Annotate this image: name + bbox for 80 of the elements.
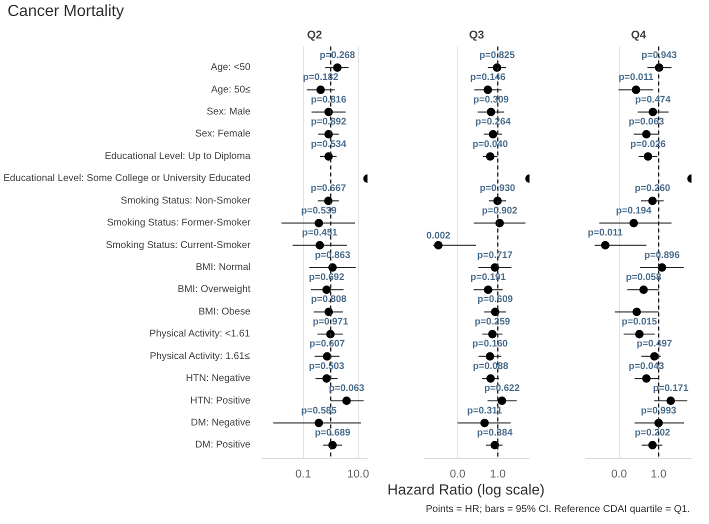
annotation: p=0.667 — [310, 183, 346, 194]
y-tick-label: HTN: Negative — [186, 373, 252, 384]
annotation: p=0.063 — [328, 383, 364, 394]
chart-subtitle: Q2 — [306, 30, 322, 42]
y-tick-label: Physical Activity: 1.61≤ — [150, 350, 251, 362]
y-tick-label: Smoking Status: Current-Smoker — [106, 240, 252, 251]
x-tick-label: 0.0 — [611, 468, 627, 480]
annotation: p=0.497 — [636, 338, 672, 350]
annotation: p=0.622 — [484, 383, 520, 394]
y-tick-label: Educational Level: Up to Diploma — [104, 150, 252, 162]
annotation: p=0.585 — [301, 405, 338, 416]
x-tick-label: 0.0 — [450, 468, 466, 480]
annotation: p=0.930 — [480, 183, 516, 194]
annotation: p=0.011 — [618, 72, 654, 84]
annotation: p=0.191 — [470, 272, 507, 284]
y-tick-label: HTN: Positive — [190, 395, 252, 406]
annotation: p=0.011 — [588, 228, 624, 239]
x-tick-label: 1.0 — [650, 468, 667, 480]
annotation: p=0.943 — [641, 50, 677, 61]
annotation: p=0.689 — [314, 428, 350, 439]
annotation: p=0.717 — [477, 250, 513, 261]
annotation: p=0.268 — [320, 50, 356, 61]
annotation: p=0.259 — [474, 316, 510, 328]
y-tick-label: Age: <50 — [210, 62, 252, 74]
annotation: p=0.088 — [472, 360, 510, 372]
annotation: p=0.971 — [312, 316, 349, 328]
annotation: p=0.503 — [308, 360, 344, 372]
y-tick-label: DM: Positive — [195, 440, 252, 451]
y-tick-label: BMI: Normal — [196, 262, 250, 273]
y-tick-label: BMI: Obese — [198, 306, 252, 318]
y-tick-label: Educational Level: Some College or University Educated — [3, 173, 251, 184]
annotation: p=0.171 — [653, 383, 690, 394]
x-tick-label: 1.0 — [490, 468, 506, 480]
y-tick-label: BMI: Overweight — [178, 284, 251, 296]
annotation: p=0.902 — [482, 205, 518, 216]
annotation: p=0.863 — [314, 250, 350, 261]
annotation: p=0.534 — [310, 138, 348, 150]
annotation: 0.002 — [426, 230, 450, 242]
annotation: p=0.058 — [626, 272, 662, 284]
y-tick-label: Sex: Male — [206, 106, 252, 118]
y-tick-label: Physical Activity: <1.61 — [149, 328, 250, 340]
x-tick-label: 10.0 — [347, 468, 370, 480]
y-tick-label: Sex: Female — [195, 128, 252, 140]
annotation: p=0.194 — [616, 205, 652, 216]
annotation: p=0.260 — [634, 183, 670, 194]
annotation: p=0.146 — [470, 72, 506, 84]
annotation: p=0.539 — [301, 205, 337, 216]
annotation: p=0.892 — [310, 116, 346, 128]
annotation: p=0.160 — [472, 338, 508, 350]
annotation: p=0.063 — [628, 116, 664, 128]
y-tick-label: Smoking Status: Non-Smoker — [120, 195, 252, 206]
x-axis-title: Hazard Ratio (log scale) — [387, 482, 545, 498]
annotation: p=0.043 — [628, 360, 664, 372]
text: Points = HR; bars = 95% CI. Reference CDAI quartile = Q1. — [426, 504, 690, 515]
annotation: p=0.309 — [473, 94, 509, 106]
x-tick-label: 0.1 — [295, 468, 312, 480]
annotation: p=0.816 — [310, 94, 346, 106]
y-tick-label: DM: Negative — [190, 417, 252, 428]
annotation: p=0.182 — [302, 72, 338, 84]
annotation: p=0.692 — [308, 272, 344, 284]
text: Cancer Mortality — [8, 3, 124, 20]
annotation: p=0.451 — [302, 228, 338, 239]
annotation: p=0.384 — [477, 428, 514, 439]
annotation: p=0.896 — [644, 250, 680, 261]
annotation: p=0.311 — [467, 405, 503, 416]
annotation: p=0.202 — [634, 428, 670, 439]
annotation: p=0.609 — [477, 294, 513, 306]
annotation: p=0.040 — [472, 138, 508, 150]
chart-subtitle: Q4 — [630, 30, 647, 42]
annotation: p=0.264 — [475, 116, 512, 128]
annotation: p=0.026 — [630, 138, 666, 150]
y-tick-label: Age: 50≤ — [211, 84, 252, 96]
annotation: p=0.825 — [479, 50, 516, 61]
annotation: p=0.474 — [635, 94, 672, 106]
annotation: p=0.607 — [309, 338, 345, 350]
chart-subtitle: Q3 — [468, 30, 484, 42]
annotation: p=0.993 — [640, 405, 676, 416]
y-tick-label: Smoking Status: Former-Smoker — [106, 218, 252, 229]
annotation: p=0.015 — [622, 316, 658, 328]
annotation: p=0.808 — [311, 294, 348, 306]
